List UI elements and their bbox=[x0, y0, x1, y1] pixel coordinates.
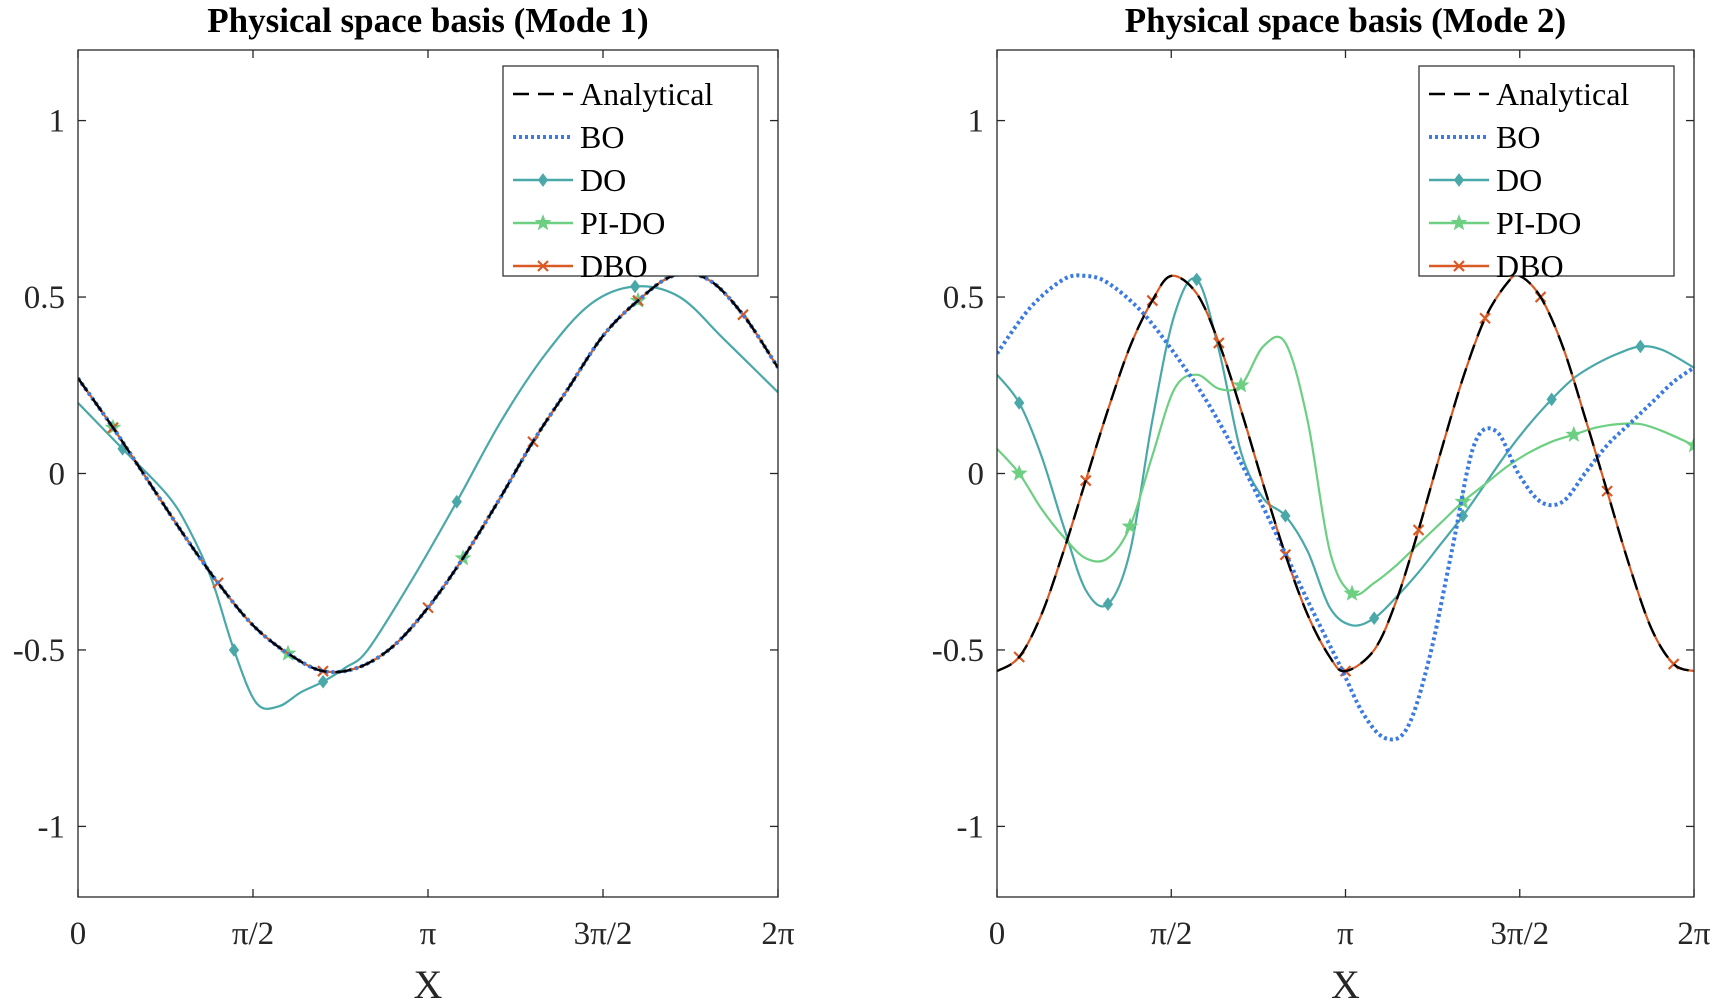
legend-label: DBO bbox=[1496, 248, 1564, 284]
chart-panel-mode-2: 0 π/2 π 3π/2 2π -1 -0.5 0 0.5 1 Physical space bas… bbox=[932, 1, 1711, 1002]
y-tick-label: 0 bbox=[49, 457, 66, 493]
legend-label: BO bbox=[580, 119, 624, 155]
legend-label: BO bbox=[1496, 119, 1540, 155]
x-tick-label: π bbox=[1337, 916, 1354, 952]
series-group bbox=[78, 271, 778, 710]
data-point-pi-do bbox=[1685, 436, 1694, 453]
legend-label: DBO bbox=[580, 248, 648, 284]
legend-item-dbo: DBO bbox=[513, 248, 648, 284]
legend-label: DO bbox=[1496, 162, 1542, 198]
data-point-do bbox=[1369, 611, 1380, 626]
data-point-pi-do bbox=[1010, 464, 1028, 481]
series-line-analytical bbox=[997, 273, 1694, 673]
data-point-do bbox=[451, 494, 462, 509]
data-point-do bbox=[1546, 392, 1557, 407]
series-line-bo bbox=[997, 273, 1694, 742]
x-tick-label: 3π/2 bbox=[1490, 916, 1549, 952]
legend-item-analytical: Analytical bbox=[513, 76, 713, 112]
legend-item-pi-do: PI-DO bbox=[1429, 205, 1581, 241]
legend-label: Analytical bbox=[580, 76, 713, 112]
legend-marker bbox=[1453, 260, 1465, 272]
series-line-do bbox=[78, 285, 778, 710]
y-tick-label: 0.5 bbox=[24, 280, 65, 316]
y-tick-label: -0.5 bbox=[13, 633, 65, 669]
x-axis-label: X bbox=[414, 962, 443, 1002]
legend-item-analytical: Analytical bbox=[1429, 76, 1629, 112]
legend-item-dbo: DBO bbox=[1429, 248, 1564, 284]
x-tick-label: π bbox=[420, 916, 437, 952]
series-line-bo bbox=[78, 271, 778, 675]
chart-panel-mode-1: 0 π/2 π 3π/2 2π -1 -0.5 0 0.5 1 Physical space bas… bbox=[13, 1, 795, 1002]
legend-marker bbox=[1450, 214, 1468, 231]
x-tick-label: 2π bbox=[761, 916, 795, 952]
x-tick-label: π/2 bbox=[1150, 916, 1192, 952]
legend-label: PI-DO bbox=[580, 205, 665, 241]
legend-label: PI-DO bbox=[1496, 205, 1581, 241]
y-tick-label: 0.5 bbox=[943, 280, 984, 316]
data-point-do bbox=[1635, 339, 1646, 354]
data-point-do bbox=[1280, 509, 1291, 523]
data-point-do bbox=[228, 643, 240, 657]
legend: Analytical BO DO PI-DO DBO bbox=[502, 65, 759, 284]
x-tick-label: 0 bbox=[989, 916, 1006, 952]
legend-item-bo: BO bbox=[1429, 119, 1540, 155]
data-point-dbo bbox=[1479, 312, 1491, 324]
data-point-do bbox=[1014, 396, 1025, 410]
series-line-pi-do bbox=[997, 335, 1694, 596]
x-tick-label: 0 bbox=[70, 916, 87, 952]
legend-box bbox=[1418, 65, 1675, 277]
x-tick-label: π/2 bbox=[232, 916, 274, 952]
data-point-pi-do bbox=[1454, 492, 1472, 509]
data-point-dbo bbox=[1412, 524, 1425, 536]
legend-marker bbox=[1453, 173, 1465, 187]
legend: Analytical BO DO PI-DO DBO bbox=[1418, 65, 1675, 284]
legend-box bbox=[502, 65, 759, 277]
legend-marker bbox=[537, 173, 549, 187]
x-tick-label: 3π/2 bbox=[574, 916, 633, 952]
data-point-pi-do bbox=[1232, 376, 1250, 393]
data-point-do bbox=[1102, 597, 1114, 611]
data-point-pi-do bbox=[1343, 584, 1361, 601]
y-tick-label: -0.5 bbox=[932, 633, 984, 669]
y-tick-label: 0 bbox=[968, 457, 985, 493]
data-point-pi-do bbox=[1121, 517, 1139, 534]
series-line-analytical bbox=[78, 272, 778, 674]
legend-item-do: DO bbox=[1429, 162, 1542, 198]
legend-label: DO bbox=[580, 162, 626, 198]
legend-marker bbox=[534, 214, 552, 231]
data-point-do bbox=[1191, 272, 1202, 287]
legend-marker bbox=[537, 260, 549, 272]
x-tick-label: 2π bbox=[1677, 916, 1711, 952]
data-point-do bbox=[317, 674, 329, 689]
chart-title: Physical space basis (Mode 2) bbox=[1125, 1, 1566, 40]
x-axis-label: X bbox=[1331, 962, 1360, 1002]
legend-label: Analytical bbox=[1496, 76, 1629, 112]
legend-item-pi-do: PI-DO bbox=[513, 205, 665, 241]
legend-item-do: DO bbox=[513, 162, 626, 198]
series-group bbox=[997, 272, 1694, 742]
chart-title: Physical space basis (Mode 1) bbox=[207, 1, 648, 40]
data-point-do bbox=[629, 279, 641, 294]
data-point-pi-do bbox=[1565, 425, 1583, 442]
y-tick-label: -1 bbox=[957, 809, 985, 845]
legend-item-bo: BO bbox=[513, 119, 624, 155]
y-tick-label: -1 bbox=[38, 809, 66, 845]
y-tick-label: 1 bbox=[49, 104, 66, 140]
y-tick-label: 1 bbox=[968, 104, 985, 140]
